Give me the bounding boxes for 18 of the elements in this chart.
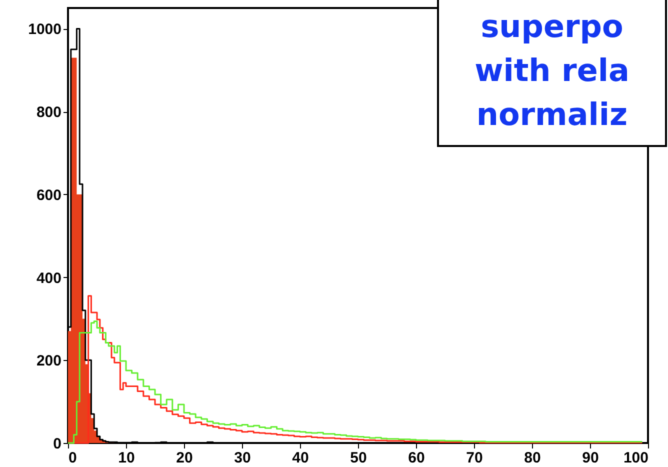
y-tick-label: 400 bbox=[36, 270, 62, 287]
x-tick-label: 0 bbox=[68, 450, 77, 466]
y-tick-label: 800 bbox=[36, 104, 62, 122]
x-tick-label: 40 bbox=[292, 450, 309, 466]
x-tick-label: 90 bbox=[582, 450, 599, 466]
x-tick-label: 100 bbox=[623, 450, 648, 466]
annotation: superpo with rela normaliz bbox=[437, 0, 667, 147]
x-tick-label: 50 bbox=[350, 450, 367, 466]
x-tick-label: 30 bbox=[234, 450, 251, 466]
x-tick-label: 10 bbox=[118, 450, 135, 466]
y-tick-label: 600 bbox=[36, 186, 62, 204]
y-tick-label: 1000 bbox=[28, 21, 62, 38]
x-tick-label: 80 bbox=[524, 450, 541, 466]
y-tick-label: 200 bbox=[36, 352, 62, 370]
x-tick-label: 60 bbox=[408, 450, 425, 466]
x-tick-label: 70 bbox=[466, 450, 483, 466]
x-tick-label: 20 bbox=[176, 450, 193, 466]
y-tick-label: 0 bbox=[53, 436, 62, 452]
